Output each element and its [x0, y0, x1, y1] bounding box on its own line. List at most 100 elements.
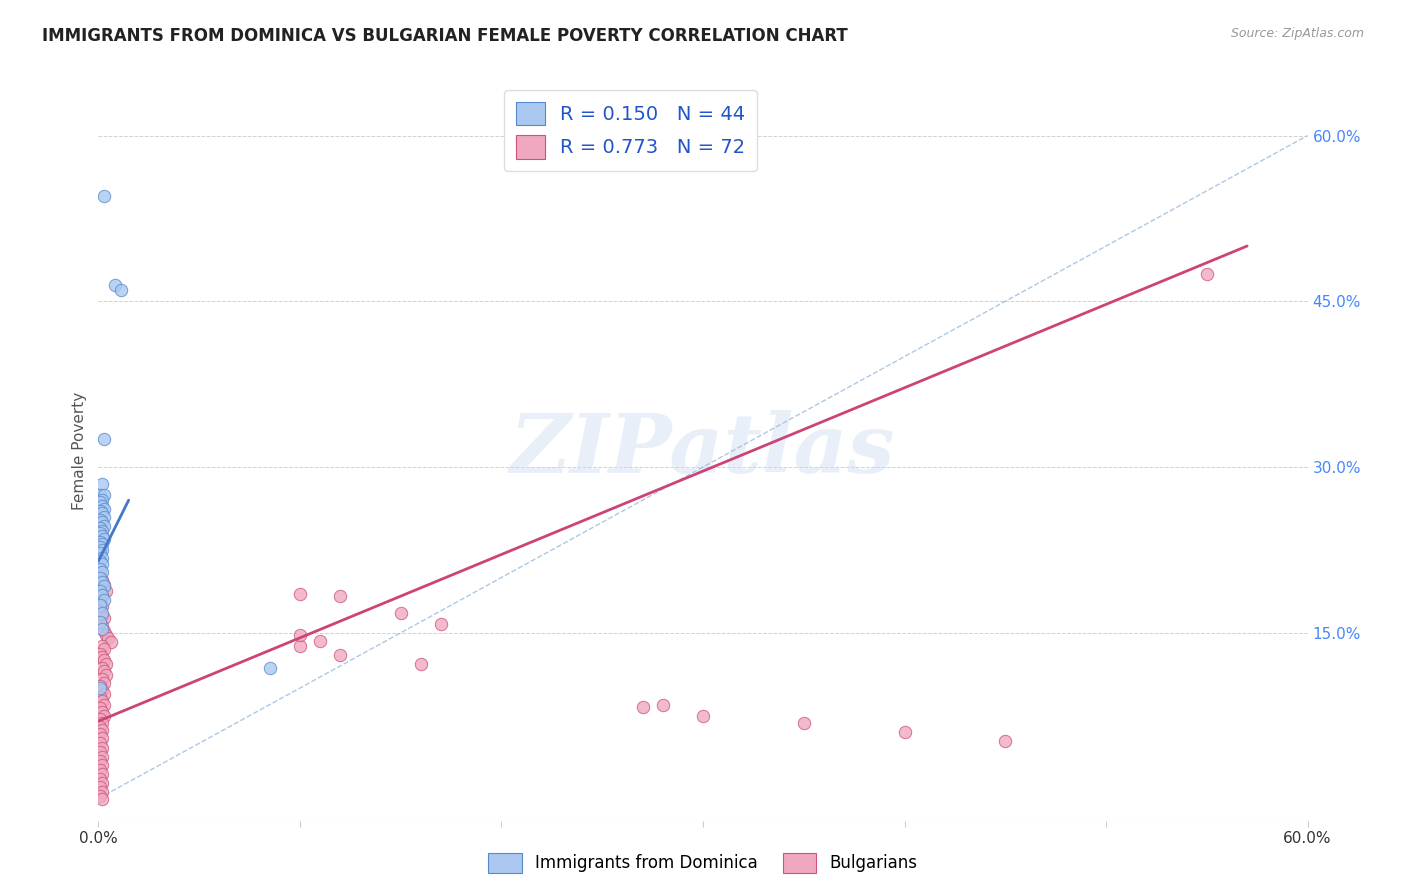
- Point: [89, 745, 111, 759]
- Point: [994, 734, 1017, 748]
- Point: [93, 642, 115, 657]
- Point: [93, 708, 115, 723]
- Point: [93, 611, 115, 625]
- Point: [329, 648, 352, 662]
- Point: [91, 558, 114, 572]
- Point: [389, 606, 412, 620]
- Legend: R = 0.150   N = 44, R = 0.773   N = 72: R = 0.150 N = 44, R = 0.773 N = 72: [503, 90, 756, 170]
- Text: ZIPatlas: ZIPatlas: [510, 410, 896, 491]
- Point: [91, 516, 114, 530]
- Point: [91, 661, 114, 675]
- Point: [110, 283, 132, 297]
- Point: [91, 476, 114, 491]
- Point: [91, 619, 114, 633]
- Point: [89, 681, 111, 695]
- Point: [93, 579, 115, 593]
- Point: [96, 583, 118, 598]
- Point: [793, 716, 815, 731]
- Point: [89, 780, 111, 795]
- Point: [89, 679, 111, 693]
- Point: [89, 772, 111, 786]
- Point: [259, 661, 281, 675]
- Point: [89, 763, 111, 777]
- Point: [89, 535, 111, 549]
- Point: [1195, 267, 1218, 281]
- Point: [91, 590, 114, 604]
- Point: [89, 598, 111, 612]
- Point: [91, 639, 114, 653]
- Point: [89, 604, 111, 618]
- Point: [91, 542, 114, 557]
- Point: [91, 740, 114, 755]
- Point: [91, 524, 114, 538]
- Point: [91, 550, 114, 565]
- Point: [89, 647, 111, 661]
- Point: [91, 791, 114, 805]
- Point: [89, 513, 111, 527]
- Point: [93, 189, 115, 203]
- Point: [97, 632, 120, 646]
- Point: [93, 665, 115, 679]
- Point: [93, 675, 115, 690]
- Point: [91, 507, 114, 521]
- Point: [89, 562, 111, 576]
- Point: [100, 634, 122, 648]
- Point: [89, 720, 111, 734]
- Point: [91, 785, 114, 799]
- Point: [91, 694, 114, 708]
- Point: [91, 650, 114, 665]
- Point: [91, 493, 114, 508]
- Point: [93, 578, 115, 592]
- Point: [91, 767, 114, 781]
- Point: [91, 565, 114, 579]
- Point: [93, 653, 115, 667]
- Point: [93, 518, 115, 533]
- Point: [103, 277, 125, 292]
- Point: [89, 754, 111, 768]
- Point: [89, 521, 111, 535]
- Point: [89, 546, 111, 560]
- Point: [93, 488, 115, 502]
- Point: [89, 570, 111, 584]
- Point: [93, 509, 115, 524]
- Point: [91, 608, 114, 623]
- Point: [89, 615, 111, 630]
- Point: [409, 657, 432, 671]
- Point: [329, 590, 352, 604]
- Point: [89, 504, 111, 518]
- Point: [96, 657, 118, 671]
- Point: [91, 588, 114, 602]
- Point: [93, 502, 115, 516]
- Point: [89, 615, 111, 629]
- Point: [89, 701, 111, 715]
- Point: [430, 616, 453, 631]
- Point: [93, 698, 115, 712]
- Point: [288, 587, 311, 601]
- Point: [91, 731, 114, 745]
- Point: [89, 727, 111, 741]
- Point: [96, 667, 118, 681]
- Point: [91, 606, 114, 620]
- Point: [89, 690, 111, 704]
- Point: [91, 599, 114, 614]
- Point: [91, 776, 114, 790]
- Point: [93, 687, 115, 701]
- Point: [93, 532, 115, 546]
- Text: Source: ZipAtlas.com: Source: ZipAtlas.com: [1230, 27, 1364, 40]
- Point: [91, 574, 114, 589]
- Point: [91, 706, 114, 720]
- Y-axis label: Female Poverty: Female Poverty: [72, 392, 87, 509]
- Point: [631, 699, 654, 714]
- Point: [91, 716, 114, 731]
- Point: [89, 595, 111, 609]
- Point: [91, 499, 114, 513]
- Text: IMMIGRANTS FROM DOMINICA VS BULGARIAN FEMALE POVERTY CORRELATION CHART: IMMIGRANTS FROM DOMINICA VS BULGARIAN FE…: [42, 27, 848, 45]
- Point: [89, 736, 111, 750]
- Point: [89, 526, 111, 541]
- Point: [893, 725, 915, 739]
- Point: [91, 623, 114, 637]
- Legend: Immigrants from Dominica, Bulgarians: Immigrants from Dominica, Bulgarians: [482, 847, 924, 880]
- Point: [93, 624, 115, 638]
- Point: [91, 672, 114, 686]
- Point: [91, 723, 114, 737]
